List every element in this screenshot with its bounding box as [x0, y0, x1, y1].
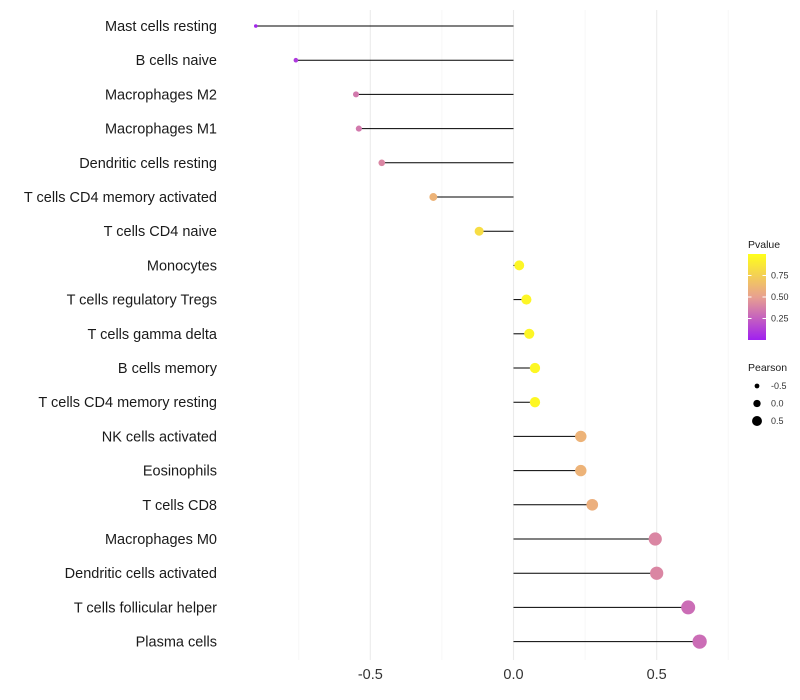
lollipop-point: [648, 532, 662, 546]
size-legend-key: [753, 399, 761, 408]
category-label: Macrophages M1: [105, 122, 217, 138]
lollipop-point: [529, 362, 541, 374]
colorbar-tick-label: 0.75: [771, 271, 789, 281]
size-legend-label: 0.5: [771, 416, 784, 426]
category-label: T cells CD4 naive: [104, 224, 217, 240]
category-label: Mast cells resting: [105, 19, 217, 35]
category-label: T cells CD8: [142, 498, 217, 514]
category-label: T cells follicular helper: [74, 600, 217, 616]
category-label: B cells memory: [118, 361, 218, 377]
lollipop-point: [586, 498, 599, 511]
category-label: Macrophages M0: [105, 532, 217, 548]
category-label: T cells CD4 memory activated: [24, 190, 217, 206]
category-label: Dendritic cells activated: [65, 566, 217, 582]
lollipop-point: [474, 226, 484, 236]
category-label: Dendritic cells resting: [79, 156, 217, 172]
lollipop-point: [352, 91, 360, 98]
lollipop-point: [524, 328, 535, 339]
pvalue-colorbar-ticks: 0.75 0.50 0.25: [748, 271, 789, 324]
colorbar-tick-label: 0.50: [771, 292, 789, 302]
lollipop-point: [692, 634, 707, 649]
size-legend-label: -0.5: [771, 381, 787, 391]
lollipop-point: [355, 125, 362, 132]
x-axis: -0.5 0.0 0.5: [358, 667, 667, 683]
category-label: Monocytes: [147, 258, 217, 274]
category-label: T cells gamma delta: [88, 327, 218, 343]
category-axis: Mast cells resting B cells naive Macrophag…: [24, 19, 218, 651]
pvalue-colorbar: [748, 254, 766, 340]
pvalue-legend-title: Pvalue: [748, 239, 780, 251]
lollipop-point: [681, 600, 696, 615]
category-label: Macrophages M2: [105, 87, 217, 103]
category-label: Plasma cells: [136, 635, 217, 651]
x-tick-label: -0.5: [358, 667, 383, 683]
legend: Pvalue 0.75 0.50 0.25 Pearson -0.5 0.0 0.5: [748, 239, 789, 426]
stem-layer: [255, 25, 700, 643]
category-label: NK cells activated: [102, 429, 217, 445]
lollipop-point: [253, 24, 258, 28]
lollipop-point: [575, 430, 587, 443]
lollipop-point: [650, 566, 664, 580]
category-label: T cells CD4 memory resting: [38, 395, 217, 411]
lollipop-point: [378, 159, 386, 167]
point-layer: [253, 24, 707, 649]
category-label: Eosinophils: [143, 464, 217, 480]
lollipop-point: [293, 57, 299, 63]
grid-layer: [298, 10, 729, 660]
lollipop-point: [514, 260, 525, 271]
lollipop-point: [529, 397, 541, 408]
lollipop-point: [429, 193, 438, 201]
colorbar-tick-label: 0.25: [771, 314, 789, 324]
pearson-legend-title: Pearson: [748, 362, 787, 374]
pearson-size-legend: -0.5 0.0 0.5: [752, 381, 787, 426]
size-legend-key: [754, 383, 760, 389]
lollipop-point: [575, 464, 587, 477]
category-label: T cells regulatory Tregs: [67, 293, 217, 309]
x-tick-label: 0.5: [647, 667, 667, 683]
category-label: B cells naive: [136, 53, 217, 69]
x-tick-label: 0.0: [503, 667, 523, 683]
lollipop-point: [521, 294, 532, 305]
size-legend-label: 0.0: [771, 399, 784, 409]
size-legend-key: [752, 416, 762, 426]
